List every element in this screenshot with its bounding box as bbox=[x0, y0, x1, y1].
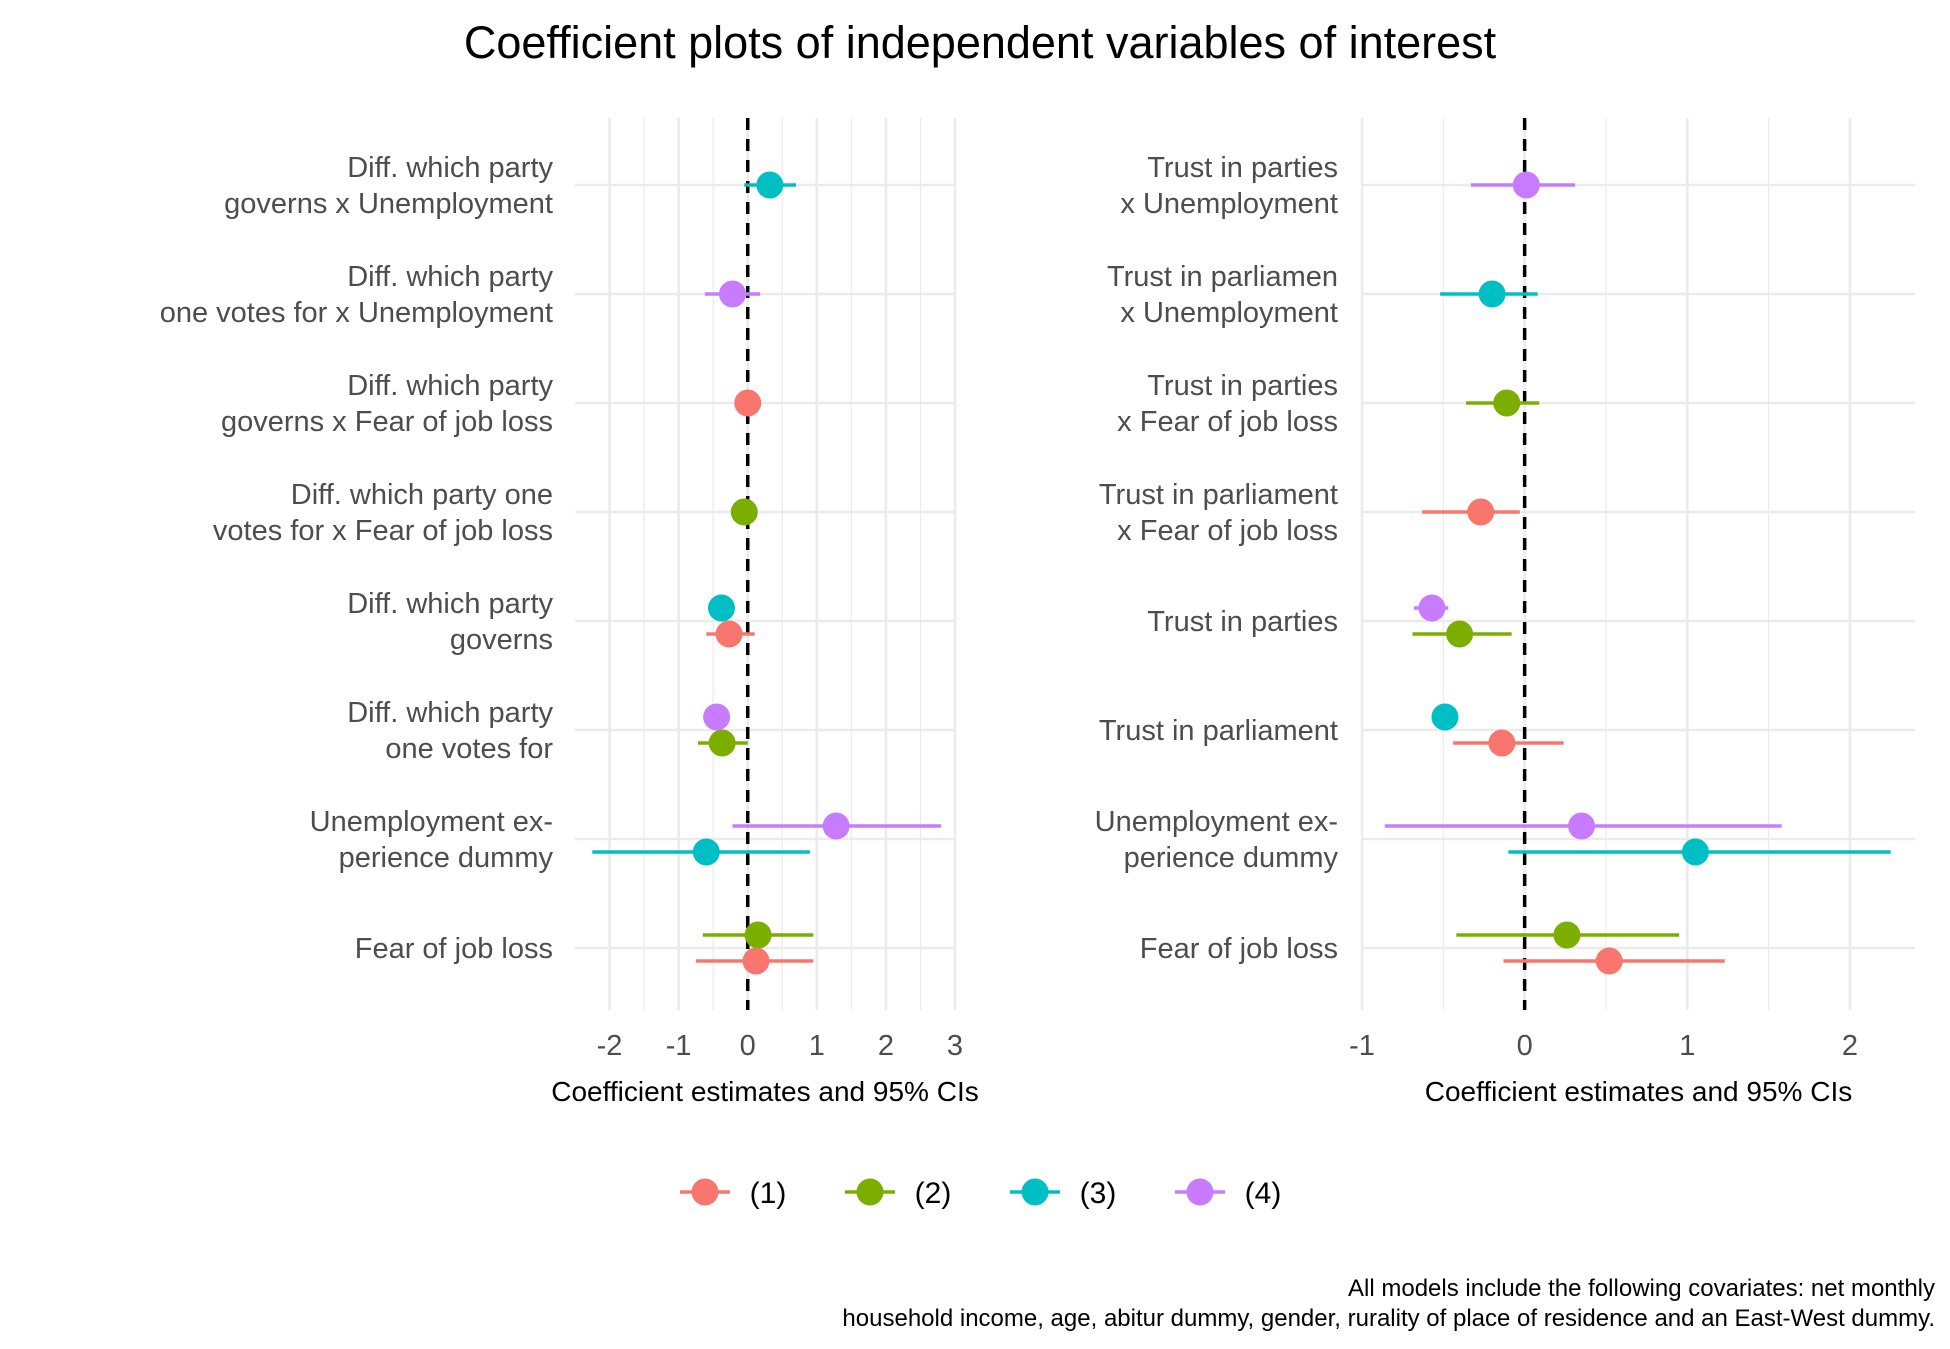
right-estimate-point-model-3 bbox=[1478, 280, 1506, 308]
left-category-label: Fear of job loss bbox=[355, 933, 553, 965]
left-tick-label: -1 bbox=[666, 1030, 692, 1062]
left-estimate-point-model-3 bbox=[756, 171, 784, 199]
left-category-label: Diff. which party bbox=[347, 588, 553, 620]
left-category-label: one votes for x Unemployment bbox=[160, 297, 553, 329]
legend-label: (2) bbox=[915, 1177, 952, 1210]
left-estimate-point-model-4 bbox=[719, 280, 747, 308]
right-category-label: x Unemployment bbox=[1120, 297, 1338, 329]
left-estimate-point-model-2 bbox=[708, 729, 736, 757]
left-tick-label: 1 bbox=[809, 1030, 825, 1062]
left-category-label: Diff. which party bbox=[347, 261, 553, 293]
right-estimate-point-model-1 bbox=[1488, 729, 1516, 757]
left-tick-label: -2 bbox=[597, 1030, 623, 1062]
legend-key-point bbox=[1186, 1178, 1214, 1206]
right-category-label: Trust in parties bbox=[1147, 606, 1338, 638]
legend-label: (1) bbox=[750, 1177, 787, 1210]
left-axis-title: Coefficient estimates and 95% CIs bbox=[551, 1076, 978, 1107]
left-category-label: Diff. which party bbox=[347, 152, 553, 184]
left-category-label: governs x Fear of job loss bbox=[221, 406, 553, 438]
caption-line-2: household income, age, abitur dummy, gen… bbox=[842, 1305, 1935, 1332]
right-category-label: Trust in parties bbox=[1147, 152, 1338, 184]
legend: (1) (2) (3) (4) bbox=[680, 1177, 1281, 1210]
left-tick-label: 3 bbox=[947, 1030, 963, 1062]
legend-label: (3) bbox=[1080, 1177, 1117, 1210]
right-tick-label: 2 bbox=[1842, 1030, 1858, 1062]
right-estimate-point-model-1 bbox=[1467, 498, 1495, 526]
left-estimate-point-model-3 bbox=[692, 838, 720, 866]
right-estimate-point-model-2 bbox=[1493, 389, 1521, 417]
figure-title: Coefficient plots of independent variabl… bbox=[464, 17, 1497, 68]
right-category-label: Unemployment ex- bbox=[1095, 806, 1338, 838]
left-tick-label: 2 bbox=[878, 1030, 894, 1062]
legend-key-point bbox=[856, 1178, 884, 1206]
left-category-label: governs x Unemployment bbox=[224, 188, 553, 220]
left-category-label: perience dummy bbox=[339, 842, 554, 874]
left-estimate-point-model-4 bbox=[703, 703, 731, 731]
left-tick-label: 0 bbox=[740, 1030, 756, 1062]
right-estimate-point-model-4 bbox=[1418, 594, 1446, 622]
right-tick-label: 0 bbox=[1517, 1030, 1533, 1062]
left-category-label: votes for x Fear of job loss bbox=[213, 515, 553, 547]
legend-key-point bbox=[1021, 1178, 1049, 1206]
right-coefficient-panel: Trust in parties x Unemployment Trust in p… bbox=[1095, 118, 1915, 1107]
right-estimate-point-model-2 bbox=[1553, 921, 1581, 949]
left-estimate-point-model-2 bbox=[730, 498, 758, 526]
legend-label: (4) bbox=[1245, 1177, 1282, 1210]
left-estimate-point-model-4 bbox=[822, 812, 850, 840]
left-category-label: Diff. which party bbox=[347, 697, 553, 729]
caption-line-1: All models include the following covaria… bbox=[1348, 1275, 1935, 1302]
right-category-label: x Fear of job loss bbox=[1117, 406, 1338, 438]
right-category-label: Fear of job loss bbox=[1140, 933, 1338, 965]
left-estimate-point-model-1 bbox=[742, 947, 770, 975]
right-category-label: perience dummy bbox=[1124, 842, 1339, 874]
right-tick-label: -1 bbox=[1349, 1030, 1375, 1062]
left-estimate-point-model-3 bbox=[707, 594, 735, 622]
left-coefficient-panel: Diff. which party governs x Unemployment D… bbox=[160, 118, 979, 1107]
right-category-label: x Unemployment bbox=[1120, 188, 1338, 220]
right-category-label: Trust in parliament bbox=[1099, 479, 1338, 511]
right-estimate-point-model-3 bbox=[1681, 838, 1709, 866]
right-category-label: x Fear of job loss bbox=[1117, 515, 1338, 547]
right-estimate-point-model-2 bbox=[1446, 620, 1474, 648]
left-category-label: Unemployment ex- bbox=[310, 806, 553, 838]
left-estimate-point-model-1 bbox=[715, 620, 743, 648]
left-category-label: governs bbox=[450, 624, 553, 656]
right-category-label: Trust in parliamen bbox=[1107, 261, 1338, 293]
right-category-label: Trust in parliament bbox=[1099, 715, 1338, 747]
right-estimate-point-model-4 bbox=[1568, 812, 1596, 840]
right-axis-title: Coefficient estimates and 95% CIs bbox=[1425, 1076, 1852, 1107]
right-tick-label: 1 bbox=[1679, 1030, 1695, 1062]
right-estimate-point-model-3 bbox=[1431, 703, 1459, 731]
left-category-label: one votes for bbox=[385, 733, 553, 765]
left-estimate-point-model-2 bbox=[744, 921, 772, 949]
left-category-label: Diff. which party one bbox=[291, 479, 553, 511]
left-estimate-point-model-1 bbox=[734, 389, 762, 417]
right-category-label: Trust in parties bbox=[1147, 370, 1338, 402]
right-estimate-point-model-1 bbox=[1595, 947, 1623, 975]
legend-key-point bbox=[691, 1178, 719, 1206]
left-category-label: Diff. which party bbox=[347, 370, 553, 402]
right-estimate-point-model-4 bbox=[1512, 171, 1540, 199]
